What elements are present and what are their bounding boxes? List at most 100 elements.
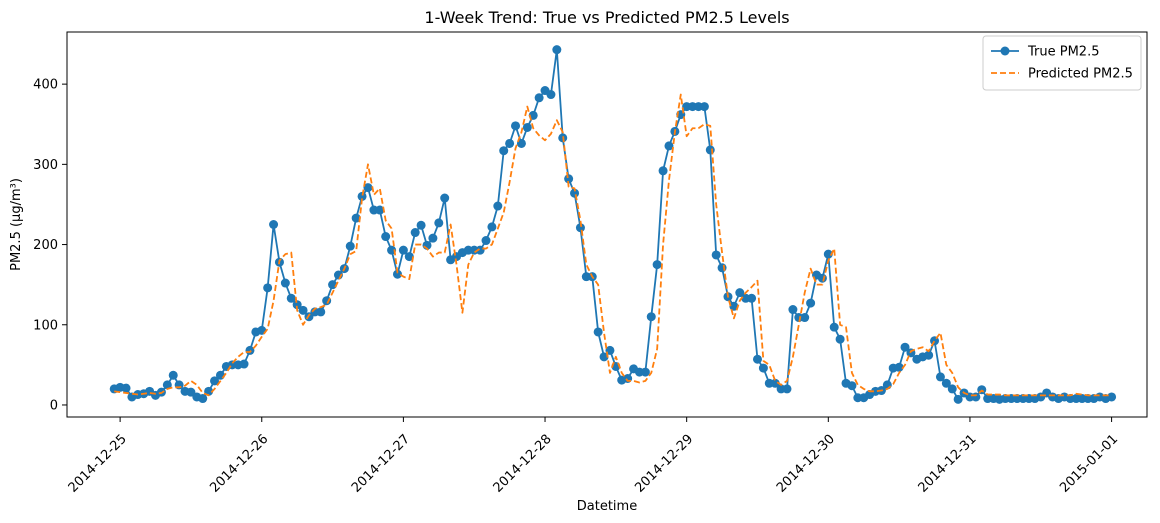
true-pm25-point xyxy=(404,252,414,262)
true-pm25-point xyxy=(381,232,391,242)
x-tick-label: 2015-01-01 xyxy=(1057,432,1121,496)
chart-title: 1-Week Trend: True vs Predicted PM2.5 Le… xyxy=(424,8,789,27)
true-pm25-point xyxy=(770,378,780,388)
true-pm25-point xyxy=(375,205,385,215)
true-pm25-point xyxy=(711,250,721,260)
x-tick-label: 2014-12-27 xyxy=(349,432,413,496)
y-tick-label: 200 xyxy=(33,238,58,253)
y-tick-label: 300 xyxy=(33,158,58,173)
true-pm25-point xyxy=(269,220,279,229)
legend-label-predicted: Predicted PM2.5 xyxy=(1028,67,1133,82)
true-pm25-point xyxy=(499,146,509,156)
true-pm25-point xyxy=(168,370,178,380)
true-pm25-point xyxy=(1107,392,1117,402)
true-pm25-point xyxy=(410,228,420,238)
true-pm25-point xyxy=(894,362,904,372)
y-tick-label: 400 xyxy=(33,78,58,93)
true-pm25-point xyxy=(546,90,556,100)
true-pm25-point xyxy=(705,145,715,155)
true-pm25-point xyxy=(162,380,172,390)
true-pm25-point xyxy=(823,249,833,259)
series-layer xyxy=(109,45,1117,404)
true-pm25-point xyxy=(788,305,798,315)
true-pm25-point xyxy=(924,350,934,360)
y-tick-label: 0 xyxy=(50,398,58,413)
true-pm25-point xyxy=(357,191,367,201)
true-pm25-point xyxy=(900,342,910,352)
x-tick-label: 2014-12-29 xyxy=(632,432,696,496)
x-tick-label: 2014-12-30 xyxy=(774,432,838,496)
legend-box xyxy=(982,35,1142,91)
true-pm25-point xyxy=(363,183,373,193)
legend-marker-true xyxy=(1000,46,1010,56)
x-axis-ticks: 2014-12-25 2014-12-26 2014-12-27 2014-12-28… xyxy=(66,417,1121,496)
true-pm25-line xyxy=(113,48,1112,401)
true-pm25-point xyxy=(835,334,845,344)
true-pm25-point xyxy=(664,141,674,151)
true-pm25-point xyxy=(516,138,526,148)
true-pm25-point xyxy=(593,327,603,337)
y-axis-ticks: 0 100 200 300 400 xyxy=(33,78,67,413)
true-pm25-point xyxy=(121,383,131,393)
true-pm25-point xyxy=(947,384,957,394)
true-pm25-point xyxy=(505,138,515,148)
true-pm25-point xyxy=(534,93,544,103)
true-pm25-point xyxy=(652,260,662,270)
true-pm25-point xyxy=(428,233,438,243)
true-pm25-point xyxy=(735,288,745,298)
true-pm25-point xyxy=(493,201,503,211)
true-pm25-point xyxy=(658,166,668,176)
true-pm25-point xyxy=(782,384,792,394)
true-pm25-point xyxy=(570,188,580,198)
true-pm25-point xyxy=(210,376,220,386)
true-pm25-point xyxy=(522,122,532,132)
true-pm25-point xyxy=(398,245,408,255)
true-pm25-point xyxy=(475,245,485,255)
true-pm25-point xyxy=(564,174,574,184)
true-pm25-point xyxy=(511,121,521,131)
true-pm25-point xyxy=(806,298,816,308)
true-pm25-point xyxy=(292,300,302,310)
legend: True PM2.5 Predicted PM2.5 xyxy=(982,35,1142,91)
true-pm25-point xyxy=(829,322,839,332)
true-pm25-point xyxy=(717,263,727,273)
true-pm25-point xyxy=(935,372,945,382)
true-pm25-point xyxy=(316,307,326,317)
true-pm25-point xyxy=(699,102,709,112)
x-tick-label: 2014-12-25 xyxy=(66,432,130,496)
true-pm25-point xyxy=(387,245,397,255)
true-pm25-point xyxy=(487,222,497,232)
true-pm25-point xyxy=(941,378,951,388)
true-pm25-point xyxy=(198,394,208,404)
true-pm25-point xyxy=(646,312,656,322)
true-pm25-point xyxy=(434,218,444,228)
true-pm25-point xyxy=(392,269,402,279)
true-pm25-point xyxy=(280,278,290,288)
true-pm25-point xyxy=(345,241,355,251)
true-pm25-point xyxy=(847,381,857,391)
true-pm25-point xyxy=(552,45,562,55)
true-pm25-point xyxy=(322,296,332,306)
plot-frame xyxy=(66,31,1148,418)
predicted-pm25-line xyxy=(114,93,1112,397)
true-pm25-point xyxy=(298,305,308,315)
true-pm25-point xyxy=(752,354,762,364)
x-tick-label: 2014-12-26 xyxy=(207,432,271,496)
true-pm25-point xyxy=(953,394,963,404)
true-pm25-point xyxy=(800,313,810,323)
true-pm25-point xyxy=(440,193,450,203)
true-pm25-point xyxy=(817,273,827,283)
y-axis-label: PM2.5 (µg/m³) xyxy=(9,178,24,271)
x-tick-label: 2014-12-31 xyxy=(916,432,980,496)
true-pm25-point xyxy=(747,293,757,303)
y-tick-label: 100 xyxy=(33,318,58,333)
true-pm25-point xyxy=(263,283,273,293)
true-pm25-point xyxy=(599,352,609,362)
true-pm25-point xyxy=(729,301,739,311)
true-pm25-point xyxy=(416,220,426,230)
true-pm25-point xyxy=(575,223,585,233)
true-pm25-point xyxy=(481,236,491,246)
legend-label-true: True PM2.5 xyxy=(1027,45,1099,60)
true-pm25-point xyxy=(351,213,361,223)
